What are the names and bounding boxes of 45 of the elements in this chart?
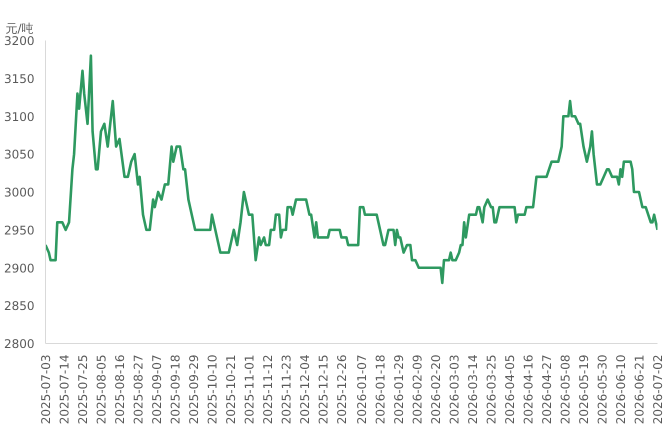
x-tick-label: 2026-06-10 [614, 354, 628, 424]
x-tick-label: 2025-08-05 [94, 354, 108, 424]
y-tick-label: 3100 [4, 110, 35, 124]
x-tick-label: 2026-01-18 [374, 354, 388, 424]
y-tick-label: 2950 [4, 223, 35, 238]
x-tick-label: 2025-10-10 [205, 354, 220, 424]
y-tick-label: 3000 [4, 186, 35, 200]
x-tick-label: 2025-12-26 [334, 354, 349, 424]
x-tick-label: 2026-01-07 [355, 354, 370, 424]
x-tick-label: 2026-04-16 [522, 354, 536, 424]
x-tick-label: 2025-08-16 [112, 354, 127, 424]
x-tick-label: 2026-03-03 [448, 354, 462, 424]
x-tick-label: 2026-05-19 [577, 354, 592, 424]
x-tick-label: 2025-07-14 [57, 354, 72, 424]
y-tick-label: 3050 [4, 148, 35, 162]
x-tick-label: 2025-08-27 [131, 354, 146, 424]
x-tick-label: 2025-09-07 [150, 354, 164, 424]
x-tick-label: 2026-02-20 [429, 354, 444, 424]
x-tick-label: 2026-04-05 [503, 354, 518, 424]
x-tick-label: 2025-11-01 [242, 354, 256, 424]
y-tick-label: 2800 [4, 337, 35, 351]
x-tick-label: 2025-10-21 [224, 354, 238, 424]
x-tick-label: 2025-07-25 [76, 354, 90, 424]
y-tick-label: 2850 [4, 299, 35, 314]
x-tick-label: 2026-02-09 [410, 354, 425, 424]
x-tick-label: 2025-12-15 [316, 354, 330, 424]
x-tick-label: 2025-11-23 [279, 354, 294, 424]
x-tick-label: 2025-12-04 [298, 354, 312, 424]
x-tick-label: 2026-06-21 [632, 354, 647, 424]
x-tick-label: 2026-07-02 [651, 354, 665, 424]
x-tick-label: 2025-11-12 [260, 354, 275, 424]
y-tick-label: 2900 [4, 261, 35, 276]
x-tick-label: 2026-03-14 [466, 354, 480, 424]
y-tick-label: 3200 [4, 34, 35, 48]
line-series [46, 54, 658, 284]
x-tick-label: 2026-05-30 [596, 354, 610, 424]
x-tick-label: 2026-05-08 [558, 354, 573, 424]
x-tick-label: 2025-09-29 [186, 354, 201, 424]
x-tick-label: 2025-07-03 [39, 354, 53, 424]
x-tick-label: 2025-09-18 [168, 354, 182, 424]
y-tick-label: 3150 [4, 72, 35, 86]
x-tick-label: 2026-03-25 [484, 354, 499, 424]
x-tick-label: 2026-04-27 [540, 354, 554, 424]
x-tick-label: 2026-01-29 [392, 354, 406, 424]
y-axis-title: 元/吨 [6, 22, 34, 36]
